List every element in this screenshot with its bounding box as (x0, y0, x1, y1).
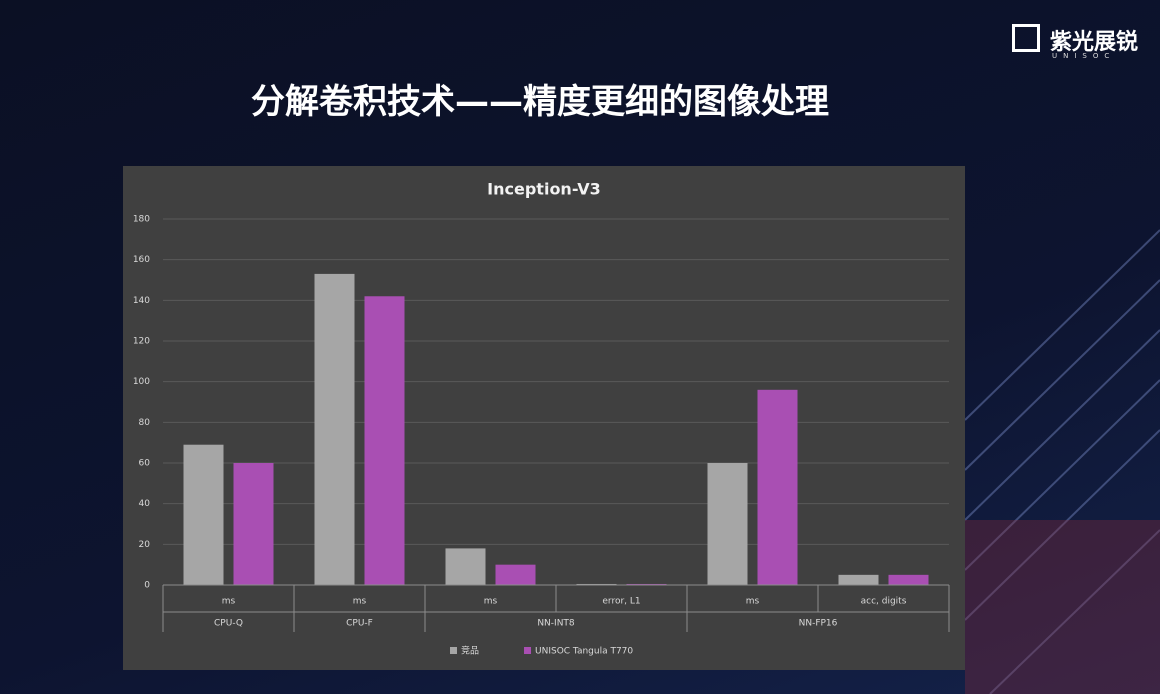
bar (233, 463, 274, 585)
y-tick-label: 60 (139, 459, 151, 469)
legend-label: 竞品 (461, 645, 479, 657)
y-tick-label: 40 (139, 499, 151, 509)
y-tick-label: 120 (133, 337, 150, 347)
y-tick-label: 140 (133, 296, 150, 306)
logo: 紫光展锐 (1050, 30, 1139, 55)
bar (445, 548, 486, 585)
bar (314, 273, 355, 585)
y-tick-label: 20 (139, 540, 151, 550)
y-tick-label: 80 (139, 418, 151, 428)
bar (183, 444, 224, 585)
x-tick-label: ms (484, 597, 498, 607)
bar (576, 583, 617, 585)
group-label: CPU-Q (214, 619, 243, 629)
bar (757, 389, 798, 585)
group-label: NN-FP16 (799, 619, 838, 629)
bar (707, 463, 748, 585)
y-tick-label: 180 (133, 215, 150, 225)
group-label: CPU-F (346, 619, 373, 629)
bar (364, 296, 405, 585)
logo-icon (1012, 24, 1040, 52)
group-label: NN-INT8 (537, 619, 575, 629)
x-tick-label: ms (222, 597, 236, 607)
x-tick-label: acc, digits (861, 597, 907, 607)
bar (495, 564, 536, 585)
bar (888, 574, 929, 585)
legend-swatch (524, 647, 532, 654)
chart-title: Inception-V3 (487, 180, 601, 199)
legend-swatch (450, 647, 457, 654)
x-tick-label: ms (746, 597, 760, 607)
bar (626, 583, 667, 585)
legend-label: UNISOC Tangula T770 (535, 647, 633, 657)
logo-sub: UNISOC (1052, 52, 1116, 60)
y-tick-label: 0 (144, 581, 150, 591)
x-tick-label: ms (353, 597, 367, 607)
y-tick-label: 100 (133, 377, 150, 387)
slide-title: 分解卷积技术——精度更细的图像处理 (251, 82, 829, 122)
y-tick-label: 160 (133, 255, 150, 265)
chart-panel (123, 166, 965, 670)
bar (838, 574, 879, 585)
x-tick-label: error, L1 (602, 597, 640, 607)
